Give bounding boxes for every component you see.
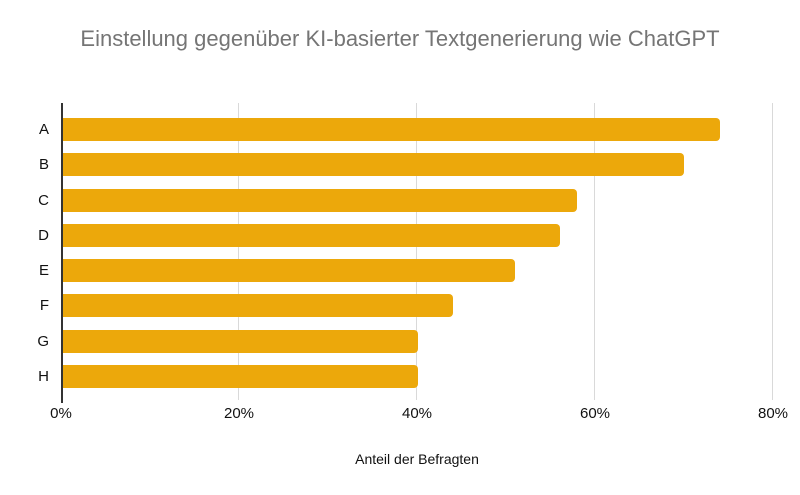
bar-D [62, 223, 560, 247]
chart-title-text: Einstellung gegenüber KI-basierter Textg… [80, 26, 720, 51]
category-label: E [38, 262, 49, 280]
chart-title: Einstellung gegenüber KI-basierter Textg… [50, 24, 750, 54]
bar-row: B [39, 147, 773, 182]
y-axis-line [61, 103, 63, 403]
bar-row: E [39, 253, 773, 288]
bar-row: C [38, 183, 773, 218]
bar-A [62, 118, 720, 142]
gridline [416, 103, 417, 400]
category-label: D [38, 226, 49, 244]
bar-row: D [38, 218, 773, 253]
category-label: F [39, 297, 49, 315]
x-tick-label: 20% [223, 405, 255, 422]
bar-F [62, 294, 454, 318]
x-axis-title: Anteil der Befragten [355, 451, 479, 467]
category-label: A [38, 121, 49, 139]
bar-row: G [37, 324, 773, 359]
bar-row: A [39, 112, 773, 147]
x-tick-label: 80% [757, 405, 789, 422]
category-label: H [38, 367, 49, 385]
gridline [238, 103, 239, 400]
bar-H [62, 364, 418, 388]
category-label: G [37, 332, 49, 350]
x-tick-label: 40% [401, 405, 433, 422]
category-label: B [38, 156, 49, 174]
bar-B [62, 153, 685, 177]
bar-C [62, 188, 578, 212]
x-tick-label: 60% [579, 405, 611, 422]
x-tick-label: 0% [50, 405, 72, 422]
x-axis-tick-labels: 0% 20% 40% 60% 80% [50, 405, 788, 423]
gridline [772, 103, 773, 400]
bar-G [62, 329, 418, 353]
bar-row: H [38, 359, 773, 394]
bar-row: F [40, 288, 773, 323]
category-label: C [38, 191, 49, 209]
gridline [594, 103, 595, 400]
bar-E [62, 259, 516, 283]
